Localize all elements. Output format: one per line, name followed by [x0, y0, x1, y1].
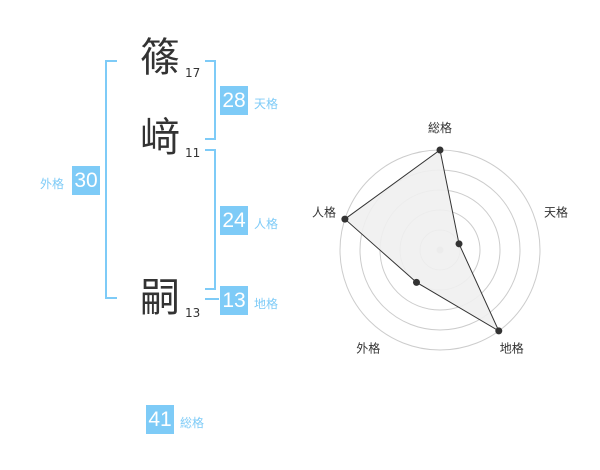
radar-axis-label: 人格	[312, 204, 336, 219]
radar-axis-label: 地格	[500, 341, 524, 356]
radar-axis-label: 総格	[428, 120, 452, 135]
jinkaku-label: 人格	[254, 217, 279, 231]
radar-polygon	[344, 149, 500, 333]
name-char-2: 﨑	[140, 115, 180, 161]
radar-point	[412, 278, 420, 286]
gaikaku-label: 外格	[40, 177, 65, 191]
chikaku-label: 地格	[254, 297, 279, 311]
radar-axis-label: 外格	[356, 341, 380, 356]
gaikaku-value: 30	[72, 166, 100, 195]
soukaku-value: 41	[146, 405, 174, 434]
tenkaku-label: 天格	[254, 97, 279, 111]
stroke-count-3: 13	[185, 306, 201, 320]
soukaku-label: 総格	[180, 416, 205, 430]
name-char-3: 嗣	[140, 275, 180, 321]
name-char-1: 篠	[140, 35, 180, 81]
chikaku-value: 13	[220, 286, 248, 315]
radar-point	[495, 327, 503, 335]
radar-point	[341, 215, 349, 223]
radar-axis-label: 天格	[544, 204, 568, 219]
chikaku-connector	[205, 298, 219, 300]
stroke-count-1: 17	[185, 66, 201, 80]
stroke-count-2: 11	[185, 146, 201, 160]
tenkaku-value: 28	[220, 86, 248, 115]
radar-point	[436, 146, 444, 154]
jinkaku-value: 24	[220, 206, 248, 235]
radar-point	[455, 240, 463, 248]
